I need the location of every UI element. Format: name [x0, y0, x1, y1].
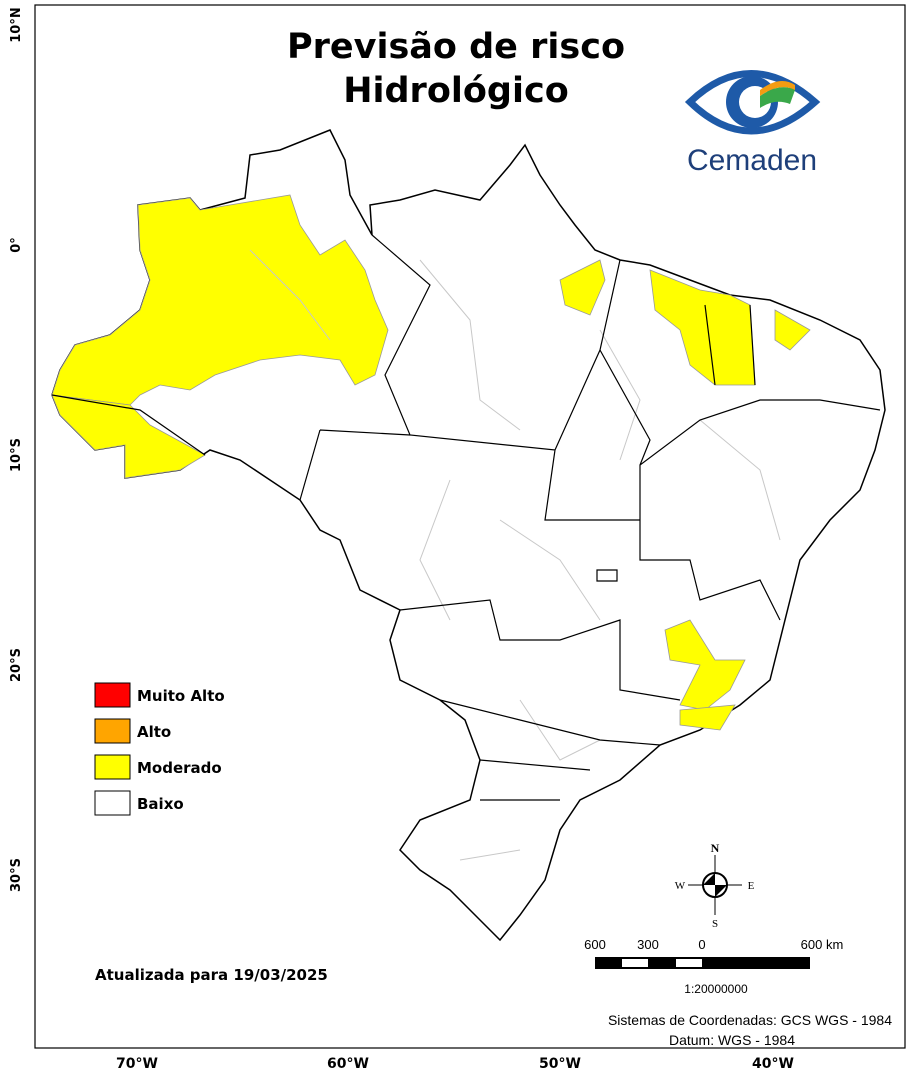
- scale-bar: 600 300 0 600 km 1:20000000: [584, 937, 843, 996]
- legend-swatch: [94, 790, 131, 816]
- legend-label: Alto: [137, 723, 171, 741]
- alert-area: [51, 394, 206, 479]
- legend: Muito Alto Alto Moderado Baixo: [94, 682, 225, 816]
- longitude-labels: 70°W 60°W 50°W 40°W: [116, 1056, 794, 1072]
- alert-area: [774, 309, 811, 351]
- longitude-label: 40°W: [752, 1056, 794, 1072]
- compass-label: E: [748, 880, 755, 892]
- alert-area: [559, 259, 606, 316]
- title-line: Previsão de risco: [287, 27, 625, 67]
- alert-area: [664, 619, 746, 711]
- legend-label: Moderado: [137, 759, 222, 777]
- legend-swatch: [94, 754, 131, 780]
- alert-areas: [51, 194, 811, 731]
- credit: Datum: WGS - 1984: [669, 1032, 795, 1048]
- latitude-labels: 10°N 0° 10°S 20°S 30°S: [9, 7, 24, 892]
- brazil-map: [51, 129, 886, 942]
- scale-label: 600: [584, 937, 606, 952]
- longitude-label: 60°W: [327, 1056, 369, 1072]
- municipal-borders: [249, 249, 781, 861]
- scale-label: 0: [698, 937, 705, 952]
- logo-text: Cemaden: [687, 144, 817, 177]
- scale-label: 600 km: [801, 937, 844, 952]
- compass-label: W: [675, 880, 686, 892]
- compass-label: N: [711, 841, 720, 855]
- title: Previsão de risco Hidrológico: [287, 27, 625, 111]
- scale-ratio: 1:20000000: [684, 982, 748, 996]
- latitude-label: 20°S: [9, 648, 24, 682]
- title-line: Hidrológico: [343, 71, 569, 111]
- update-date: Atualizada para 19/03/2025: [95, 966, 328, 984]
- alert-area: [649, 269, 756, 386]
- legend-label: Muito Alto: [137, 687, 225, 705]
- latitude-label: 10°N: [9, 7, 24, 42]
- latitude-label: 30°S: [9, 858, 24, 892]
- compass-label: S: [712, 918, 718, 930]
- alert-area: [679, 704, 736, 731]
- scale-label: 300: [637, 937, 659, 952]
- legend-swatch: [94, 718, 131, 744]
- credit: Sistemas de Coordenadas: GCS WGS - 1984: [608, 1012, 892, 1028]
- state-borders: [51, 234, 881, 801]
- legend-label: Baixo: [137, 795, 184, 813]
- latitude-label: 0°: [9, 237, 24, 253]
- longitude-label: 50°W: [539, 1056, 581, 1072]
- legend-swatch: [94, 682, 131, 708]
- alert-area: [51, 194, 389, 406]
- latitude-label: 10°S: [9, 438, 24, 472]
- longitude-label: 70°W: [116, 1056, 158, 1072]
- logo: Cemaden: [684, 70, 821, 177]
- compass: N S W E: [675, 841, 755, 930]
